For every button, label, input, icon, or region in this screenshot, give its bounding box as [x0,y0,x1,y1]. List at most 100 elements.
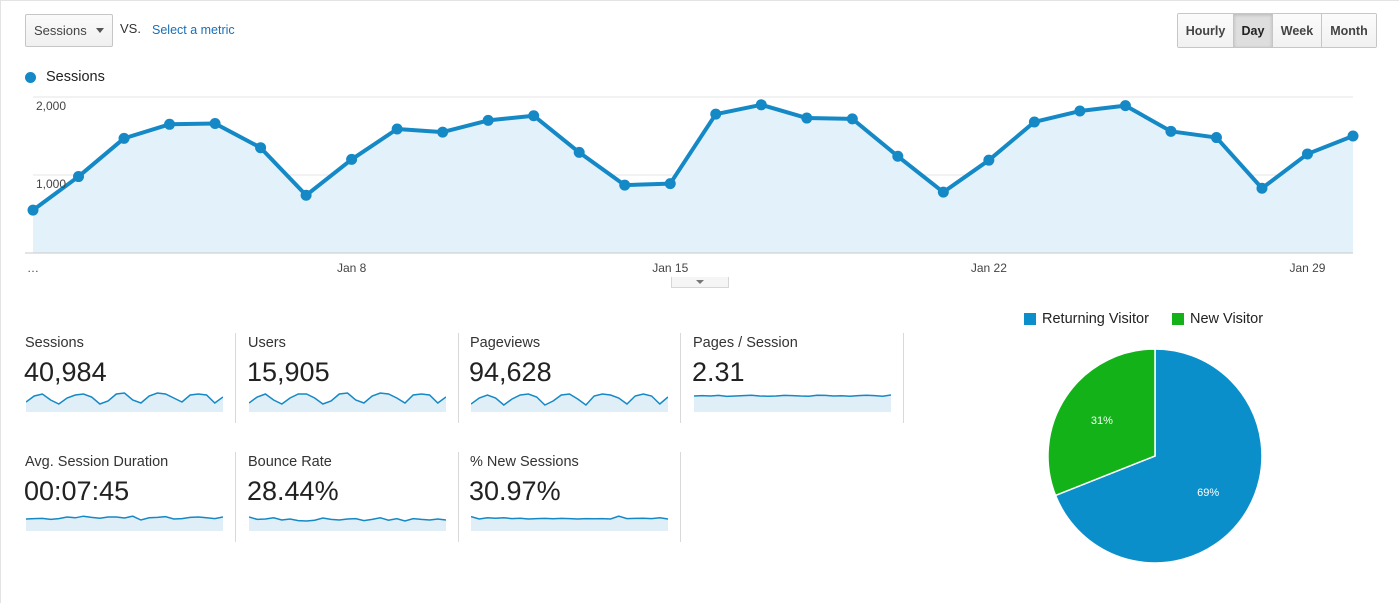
week-button[interactable]: Week [1273,14,1322,47]
sparkline-area [26,516,223,531]
sparkline [694,394,891,412]
x-tick-label: Jan 29 [1289,261,1325,275]
data-point[interactable] [664,178,676,190]
data-point[interactable] [437,126,449,138]
x-tick-label: … [27,261,39,275]
new-label: New Visitor [1190,311,1264,327]
sparkline [249,516,446,531]
month-button[interactable]: Month [1322,14,1376,47]
metric-value: 94,628 [469,357,552,387]
data-point[interactable] [528,110,540,122]
metric-tile[interactable]: Bounce Rate 28.44% [247,454,458,546]
metric-tile[interactable]: Avg. Session Duration 00:07:45 [24,454,235,546]
x-tick-label: Jan 8 [337,261,367,275]
day-button[interactable]: Day [1234,14,1273,47]
metric-label: Sessions [25,335,84,351]
metric-value: 15,905 [247,357,330,387]
x-tick-label: Jan 22 [971,261,1007,275]
data-point[interactable] [710,108,722,120]
metric-tile[interactable]: % New Sessions 30.97% [469,454,680,546]
metric-tile[interactable]: Pageviews 94,628 [469,335,680,427]
sparkline [471,515,668,531]
sparkline-area [249,517,446,531]
sessions-line [31,102,1354,212]
data-point[interactable] [892,150,904,162]
metric-tile[interactable]: Sessions 40,984 [24,335,235,427]
vs-label: VS. [120,21,141,36]
data-point[interactable] [846,113,858,125]
sparkline-area [249,393,446,412]
data-point[interactable] [300,189,312,201]
data-point[interactable] [27,204,39,216]
data-point[interactable] [209,118,221,130]
sparkline [471,393,668,412]
data-point[interactable] [1256,182,1268,194]
data-point[interactable] [255,142,267,154]
metric-value: 28.44% [247,476,339,506]
data-point[interactable] [1119,100,1131,112]
data-point[interactable] [391,123,403,135]
x-tick-label: Jan 15 [652,261,688,275]
data-point[interactable] [1028,116,1040,128]
data-point[interactable] [73,171,85,183]
data-point[interactable] [937,186,949,198]
metric-label: Users [248,335,286,351]
metric-tile[interactable]: Pages / Session 2.31 [692,335,903,427]
tile-divider [680,452,681,542]
sparkline-line [26,392,223,405]
tile-divider [903,333,904,423]
metric-label: Pageviews [470,335,541,351]
sparkline-area [26,393,223,412]
metric-value: 2.31 [692,357,745,387]
chart-resize-handle[interactable] [671,277,729,288]
tile-divider [680,333,681,423]
hourly-button[interactable]: Hourly [1178,14,1234,47]
data-point[interactable] [619,179,631,191]
pie-slice[interactable] [1047,348,1156,497]
tile-divider [458,452,459,542]
tile-divider [235,452,236,542]
data-point[interactable] [1074,105,1086,117]
sparkline-line [249,392,446,405]
metric-label: % New Sessions [470,454,579,470]
data-point[interactable] [346,153,358,165]
metric-select-value: Sessions [34,23,87,38]
tile-divider [235,333,236,423]
tile-divider [458,333,459,423]
data-point[interactable] [983,154,995,166]
sparkline-area [471,516,668,531]
new-swatch [1172,313,1184,325]
chart-legend[interactable]: Sessions [25,69,105,85]
select-metric-link[interactable]: Select a metric [152,23,235,37]
metric-value: 00:07:45 [24,476,130,506]
y-tick-label: 1,000 [36,177,66,191]
pie-slice[interactable] [1054,348,1263,564]
visitor-pie-chart[interactable]: 69% 31% [1047,348,1263,564]
sparkline [26,392,223,412]
legend-new[interactable]: New Visitor [1172,311,1263,327]
data-point[interactable] [1301,148,1313,160]
pie-slice-label: 31% [1091,415,1113,427]
data-point[interactable] [1210,132,1222,144]
sessions-legend-swatch [25,71,36,83]
sessions-line-chart[interactable]: 1,000 2,000 … Jan 8 Jan 15 Jan 22 Jan 29 [0,90,1400,280]
data-point[interactable] [118,132,130,144]
data-point[interactable] [755,99,767,111]
sessions-legend-label: Sessions [46,69,105,85]
data-point[interactable] [482,114,494,126]
data-point[interactable] [801,112,813,124]
data-point[interactable] [573,146,585,158]
legend-returning[interactable]: Returning Visitor [1024,311,1149,327]
sparkline-line [471,515,668,520]
metric-select[interactable]: Sessions [25,14,113,47]
metric-tile[interactable]: Users 15,905 [247,335,458,427]
data-point[interactable] [164,118,176,130]
sparkline [249,392,446,412]
returning-label: Returning Visitor [1042,311,1149,327]
data-point[interactable] [1165,125,1177,137]
sessions-area [33,104,1353,253]
data-point[interactable] [1347,130,1359,142]
sparkline-line [249,516,446,522]
metric-value: 40,984 [24,357,107,387]
